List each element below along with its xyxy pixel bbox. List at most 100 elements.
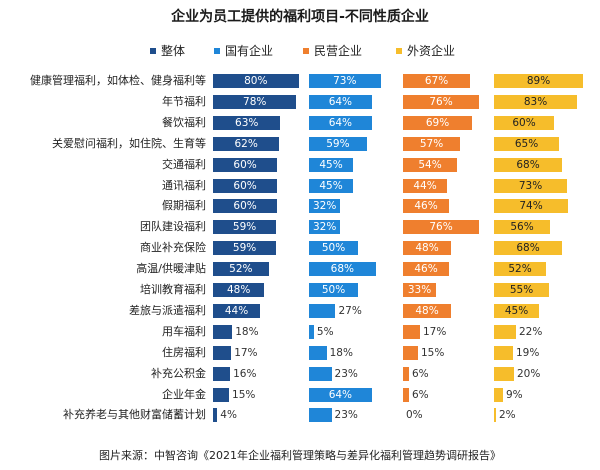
bar [309, 367, 332, 381]
bar [309, 158, 354, 172]
value-label: 46% [414, 263, 438, 275]
value-label: 78% [243, 96, 267, 108]
bar [309, 179, 354, 193]
value-label: 68% [516, 159, 540, 171]
value-label: 48% [415, 305, 439, 317]
value-label: 2% [499, 409, 516, 421]
value-label: 60% [512, 117, 536, 129]
bar [309, 116, 372, 130]
bar [213, 346, 232, 360]
value-label: 80% [244, 75, 268, 87]
bar [213, 137, 280, 151]
bar [213, 262, 269, 276]
bar [494, 158, 562, 172]
value-label: 18% [329, 347, 353, 359]
bar [213, 367, 231, 381]
category-label: 关爱慰问福利，如住院、生育等 [52, 137, 206, 150]
legend-item-overall: 整体 [150, 42, 185, 59]
bar [494, 116, 554, 130]
bar [213, 220, 277, 234]
value-label: 67% [424, 75, 449, 87]
value-label: 45% [319, 159, 343, 171]
legend-item-foreign: 外资企业 [396, 42, 455, 59]
legend-swatch [396, 47, 402, 54]
value-label: 45% [319, 180, 343, 192]
bar [213, 388, 230, 402]
category-label: 通讯福利 [162, 179, 206, 192]
category-label: 年节福利 [162, 95, 206, 108]
value-label: 52% [229, 263, 253, 275]
value-label: 73% [333, 75, 357, 87]
value-label: 20% [517, 368, 541, 380]
category-label: 健康管理福利，如体检、健身福利等 [30, 74, 206, 87]
value-label: 5% [316, 326, 334, 338]
bar [213, 95, 297, 109]
value-label: 64% [328, 96, 353, 108]
value-label: 54% [418, 159, 442, 171]
value-label: 15% [232, 389, 256, 401]
legend-item-state-owned: 国有企业 [214, 42, 273, 59]
value-label: 19% [516, 347, 540, 359]
bar [309, 220, 341, 234]
value-label: 4% [220, 409, 237, 421]
legend-label: 民营企业 [314, 44, 363, 58]
value-label: 57% [419, 138, 444, 150]
bar [494, 262, 546, 276]
value-label: 50% [321, 284, 346, 296]
chart-legend: 整体 国有企业 民营企业 外资企业 [0, 42, 600, 58]
bar [213, 283, 265, 297]
bar [403, 137, 460, 151]
bar [309, 241, 358, 255]
legend-item-private: 民营企业 [303, 42, 362, 59]
bar [213, 408, 218, 422]
bar [309, 199, 341, 213]
bar [494, 283, 549, 297]
bar [494, 199, 568, 213]
bar [403, 388, 409, 402]
value-label: 62% [234, 138, 258, 150]
bar [213, 116, 281, 130]
category-label: 补充公积金 [151, 367, 206, 380]
bar [494, 388, 503, 402]
category-label: 用车福利 [162, 325, 206, 338]
category-label: 商业补充保险 [140, 241, 206, 254]
value-label: 6% [412, 389, 429, 401]
bar [403, 325, 420, 339]
value-label: 83% [523, 96, 548, 108]
bar [403, 220, 479, 234]
value-label: 59% [326, 138, 350, 150]
value-label: 15% [421, 347, 445, 359]
category-label: 住房福利 [162, 346, 206, 359]
value-label: 17% [234, 347, 258, 359]
legend-swatch [150, 47, 156, 54]
value-label: 23% [334, 409, 358, 421]
bar [213, 179, 278, 193]
value-label: 76% [429, 221, 453, 233]
bar [494, 304, 539, 318]
value-label: 27% [338, 305, 362, 317]
value-label: 33% [407, 284, 432, 296]
category-label: 交通福利 [162, 158, 206, 171]
bar [403, 241, 451, 255]
value-label: 50% [321, 242, 346, 254]
bar [494, 137, 559, 151]
value-label: 23% [334, 368, 358, 380]
bar [309, 346, 327, 360]
bar [494, 241, 562, 255]
legend-label: 外资企业 [407, 44, 456, 58]
value-label: 44% [413, 180, 437, 192]
value-label: 76% [429, 96, 453, 108]
value-label: 46% [414, 200, 438, 212]
bar [309, 95, 372, 109]
bar [494, 179, 567, 193]
bar [213, 74, 299, 88]
legend-swatch [214, 47, 220, 54]
value-label: 6% [412, 368, 429, 380]
bar [403, 367, 409, 381]
bar [403, 283, 436, 297]
category-label: 培训教育福利 [140, 283, 206, 296]
legend-label: 整体 [161, 44, 186, 58]
value-label: 68% [516, 242, 540, 254]
value-label: 68% [330, 263, 354, 275]
value-label: 32% [313, 221, 337, 233]
